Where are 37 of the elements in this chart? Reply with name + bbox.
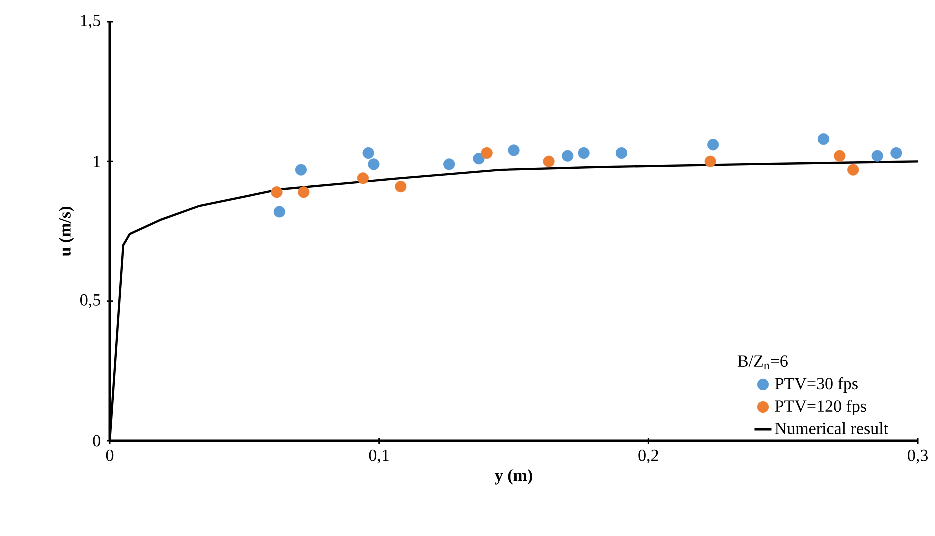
- point: [368, 158, 380, 170]
- point: [834, 150, 846, 162]
- x-axis-title: y (m): [495, 469, 532, 485]
- point: [473, 153, 485, 165]
- legend-label: PTV=120 fps: [775, 400, 866, 416]
- point: [481, 147, 493, 160]
- legend-title: B/Z$_{n}$=6: [738, 356, 788, 370]
- point: [872, 150, 884, 162]
- point: [616, 147, 628, 160]
- point: [708, 139, 720, 151]
- point: [395, 181, 407, 193]
- point: [578, 147, 590, 160]
- point: [848, 164, 860, 176]
- point: [274, 206, 286, 218]
- x-tick-label: 0,3: [908, 450, 928, 464]
- point: [295, 164, 308, 176]
- legend-label: PTV=30 fps: [775, 377, 858, 394]
- point: [543, 156, 555, 168]
- y-tick-label: 1,5: [81, 15, 100, 29]
- point: [444, 158, 456, 170]
- point: [508, 144, 520, 156]
- point: [818, 134, 830, 146]
- point: [271, 186, 283, 198]
- legend-label: Numerical result: [775, 422, 888, 434]
- x-tick-label: 0: [106, 450, 114, 462]
- y-tick-label: 1: [94, 156, 100, 168]
- y-tick-label: 0: [93, 435, 100, 447]
- x-tick-label: 0,1: [369, 450, 389, 464]
- point: [357, 172, 369, 184]
- point: [298, 186, 310, 198]
- point: [562, 150, 574, 162]
- y-tick-label: 0,5: [80, 294, 100, 308]
- point: [704, 156, 716, 168]
- y-axis-title: u (m/s): [58, 206, 74, 257]
- point: [362, 147, 374, 160]
- x-tick-label: 0,2: [638, 450, 658, 464]
- point: [890, 147, 902, 160]
